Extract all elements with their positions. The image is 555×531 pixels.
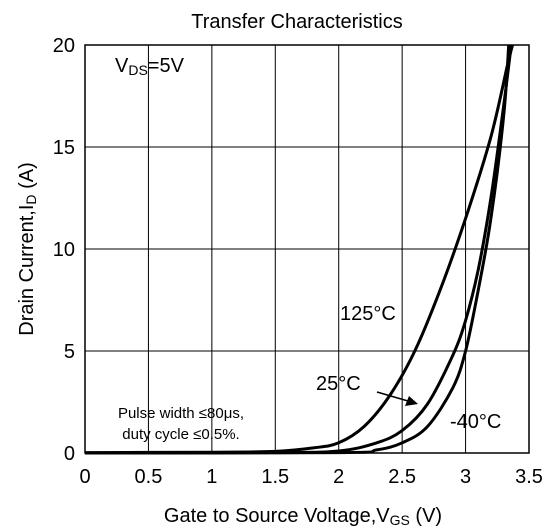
y-tick-labels: 0 5 10 15 20 (53, 35, 75, 465)
y-tick-label-3: 15 (53, 137, 75, 159)
curve-label-125c: 125°C (340, 303, 396, 325)
y-axis-label-main: Drain Current,I (16, 205, 38, 336)
y-tick-label-2: 10 (53, 239, 75, 261)
y-tick-label-1: 5 (64, 341, 75, 363)
y-axis-label-sub: D (23, 194, 39, 204)
y-axis-label: Drain Current,ID (A) (16, 162, 39, 336)
x-tick-label-7: 3.5 (515, 466, 543, 488)
y-tick-label-0: 0 (64, 443, 75, 465)
x-tick-label-3: 1.5 (261, 466, 289, 488)
grid (84, 44, 530, 454)
x-axis-label: Gate to Source Voltage,VGS (V) (164, 505, 442, 528)
condition-main: V (115, 55, 129, 77)
x-tick-label-1: 0.5 (135, 466, 163, 488)
x-tick-label-2: 1 (206, 466, 217, 488)
condition-rest: =5V (148, 55, 185, 77)
y-tick-label-4: 20 (53, 35, 75, 57)
x-tick-label-4: 2 (333, 466, 344, 488)
condition-label: VDS=5V (115, 55, 185, 78)
x-tick-labels: 0 0.5 1 1.5 2 2.5 3 3.5 (79, 466, 542, 488)
x-tick-label-6: 3 (460, 466, 471, 488)
y-axis-label-unit: (A) (16, 162, 38, 194)
curve-label-25c: 25°C (316, 373, 361, 395)
x-tick-label-0: 0 (79, 466, 90, 488)
test-note-line-1: Pulse width ≤80μs, (118, 405, 244, 422)
x-axis-label-unit: (V) (410, 505, 442, 527)
x-tick-label-5: 2.5 (388, 466, 416, 488)
test-note-line-2: duty cycle ≤0.5%. (122, 426, 239, 443)
condition-sub: DS (128, 62, 147, 78)
label-arrow-25c (376, 391, 418, 406)
curve-label-minus40c: -40°C (450, 411, 501, 433)
x-axis-label-main: Gate to Source Voltage,V (164, 505, 390, 527)
plot-frame (84, 44, 530, 454)
x-axis-label-sub: GS (390, 512, 410, 528)
chart-title: Transfer Characteristics (191, 11, 403, 33)
